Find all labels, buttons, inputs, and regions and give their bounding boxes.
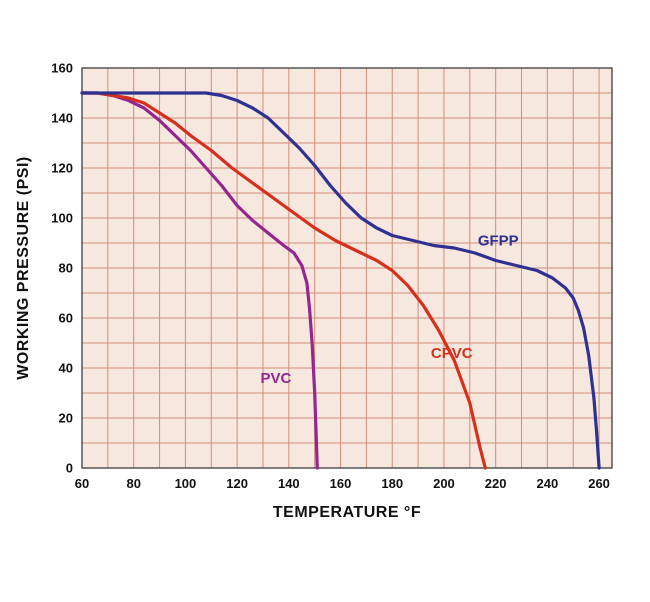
x-tick-label: 260 <box>588 476 610 491</box>
y-tick-label: 100 <box>51 211 73 226</box>
y-tick-label: 120 <box>51 161 73 176</box>
series-label-gfpp: GFPP <box>478 233 519 250</box>
y-tick-label: 20 <box>59 411 73 426</box>
series-label-cpvc: CPVC <box>431 345 473 362</box>
x-tick-label: 220 <box>485 476 507 491</box>
x-tick-label: 100 <box>175 476 197 491</box>
y-axis-title: WORKING PRESSURE (PSI) <box>15 156 32 379</box>
series-line-gfpp <box>80 91 601 470</box>
series-labels: PVC CPVC GFPP <box>260 233 518 388</box>
x-tick-label: 80 <box>126 476 140 491</box>
x-tick-label: 160 <box>330 476 352 491</box>
plot-border <box>81 67 613 469</box>
y-tick-label: 80 <box>59 261 73 276</box>
series-line-cpvc <box>80 91 487 470</box>
y-tick-label: 40 <box>59 361 73 376</box>
y-tick-label: 140 <box>51 111 73 126</box>
x-tick-label: 120 <box>226 476 248 491</box>
x-axis-title: TEMPERATURE °F <box>273 504 421 521</box>
axis-tick-labels: 60 80 100 120 140 160 180 200 220 240 260 0 20 40 60 80… <box>51 61 610 492</box>
series-label-pvc: PVC <box>260 370 291 387</box>
x-tick-label: 180 <box>381 476 403 491</box>
x-tick-label: 240 <box>537 476 559 491</box>
x-tick-label: 200 <box>433 476 455 491</box>
y-tick-label: 0 <box>66 461 73 476</box>
x-tick-label: 60 <box>75 476 89 491</box>
y-tick-label: 160 <box>51 61 73 76</box>
plot-border-rect <box>81 67 613 469</box>
gridlines <box>82 68 612 468</box>
series-line-pvc <box>80 91 319 470</box>
y-tick-label: 60 <box>59 311 73 326</box>
x-tick-label: 140 <box>278 476 300 491</box>
series-lines <box>80 91 601 470</box>
